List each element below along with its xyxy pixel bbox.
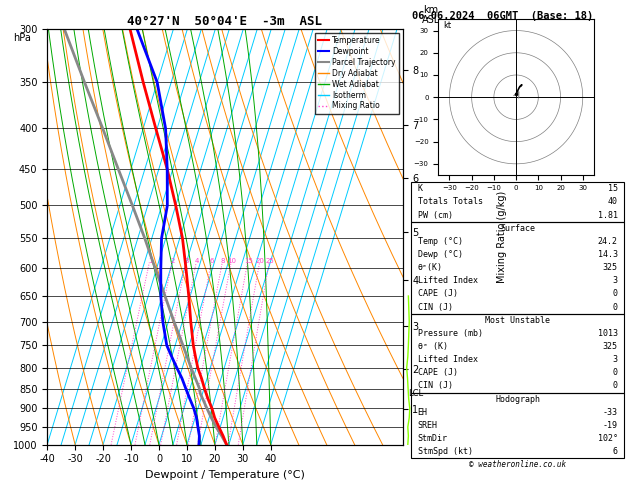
Text: 325: 325	[603, 342, 618, 351]
X-axis label: Dewpoint / Temperature (°C): Dewpoint / Temperature (°C)	[145, 470, 305, 480]
Title: 40°27'N  50°04'E  -3m  ASL: 40°27'N 50°04'E -3m ASL	[127, 15, 323, 28]
Text: 15: 15	[244, 258, 253, 264]
Text: Hodograph: Hodograph	[495, 395, 540, 404]
Text: 3: 3	[613, 277, 618, 285]
Bar	[411, 182, 624, 222]
Text: Totals Totals: Totals Totals	[418, 197, 482, 207]
Bar	[411, 222, 624, 313]
Text: 24.2: 24.2	[598, 237, 618, 246]
Text: 15: 15	[608, 184, 618, 193]
Text: SREH: SREH	[418, 421, 438, 430]
Text: Temp (°C): Temp (°C)	[418, 237, 463, 246]
Text: 1.81: 1.81	[598, 210, 618, 220]
Text: 3: 3	[184, 258, 189, 264]
Text: © weatheronline.co.uk: © weatheronline.co.uk	[469, 460, 566, 469]
Text: Mixing Ratio (g/kg): Mixing Ratio (g/kg)	[497, 191, 507, 283]
Text: Surface: Surface	[500, 224, 535, 233]
Text: -33: -33	[603, 408, 618, 417]
Text: 1: 1	[148, 258, 153, 264]
Bar	[411, 313, 624, 393]
Text: StmDir: StmDir	[418, 434, 448, 443]
Text: LCL: LCL	[408, 389, 423, 398]
Text: θᵉ(K): θᵉ(K)	[418, 263, 443, 272]
Text: 14.3: 14.3	[598, 250, 618, 259]
Text: 6: 6	[210, 258, 214, 264]
Text: θᵉ (K): θᵉ (K)	[418, 342, 448, 351]
Text: kt: kt	[443, 21, 451, 30]
Text: 0: 0	[613, 382, 618, 390]
Text: 4: 4	[195, 258, 199, 264]
Text: 40: 40	[608, 197, 618, 207]
Bar	[411, 393, 624, 458]
Text: EH: EH	[418, 408, 428, 417]
Text: CAPE (J): CAPE (J)	[418, 368, 458, 377]
Text: -19: -19	[603, 421, 618, 430]
Text: 3: 3	[613, 355, 618, 364]
Text: km
ASL: km ASL	[422, 5, 440, 25]
Text: StmSpd (kt): StmSpd (kt)	[418, 447, 473, 456]
Text: CIN (J): CIN (J)	[418, 303, 453, 312]
Text: 0: 0	[613, 368, 618, 377]
Text: 6: 6	[613, 447, 618, 456]
Text: K: K	[418, 184, 423, 193]
Text: Dewp (°C): Dewp (°C)	[418, 250, 463, 259]
Text: Lifted Index: Lifted Index	[418, 355, 478, 364]
Text: 325: 325	[603, 263, 618, 272]
Text: CIN (J): CIN (J)	[418, 382, 453, 390]
Text: CAPE (J): CAPE (J)	[418, 290, 458, 298]
Text: 1013: 1013	[598, 329, 618, 338]
Text: Lifted Index: Lifted Index	[418, 277, 478, 285]
Text: 2: 2	[170, 258, 175, 264]
Text: 0: 0	[613, 303, 618, 312]
Text: 0: 0	[613, 290, 618, 298]
Legend: Temperature, Dewpoint, Parcel Trajectory, Dry Adiabat, Wet Adiabat, Isotherm, Mi: Temperature, Dewpoint, Parcel Trajectory…	[314, 33, 399, 114]
Text: Pressure (mb): Pressure (mb)	[418, 329, 482, 338]
Text: 06.06.2024  06GMT  (Base: 18): 06.06.2024 06GMT (Base: 18)	[412, 11, 593, 21]
Text: 102°: 102°	[598, 434, 618, 443]
Text: PW (cm): PW (cm)	[418, 210, 453, 220]
Text: Most Unstable: Most Unstable	[485, 316, 550, 325]
Text: 25: 25	[265, 258, 274, 264]
Text: 10: 10	[227, 258, 237, 264]
Text: hPa: hPa	[13, 34, 31, 43]
Text: 8: 8	[221, 258, 225, 264]
Text: 20: 20	[256, 258, 265, 264]
